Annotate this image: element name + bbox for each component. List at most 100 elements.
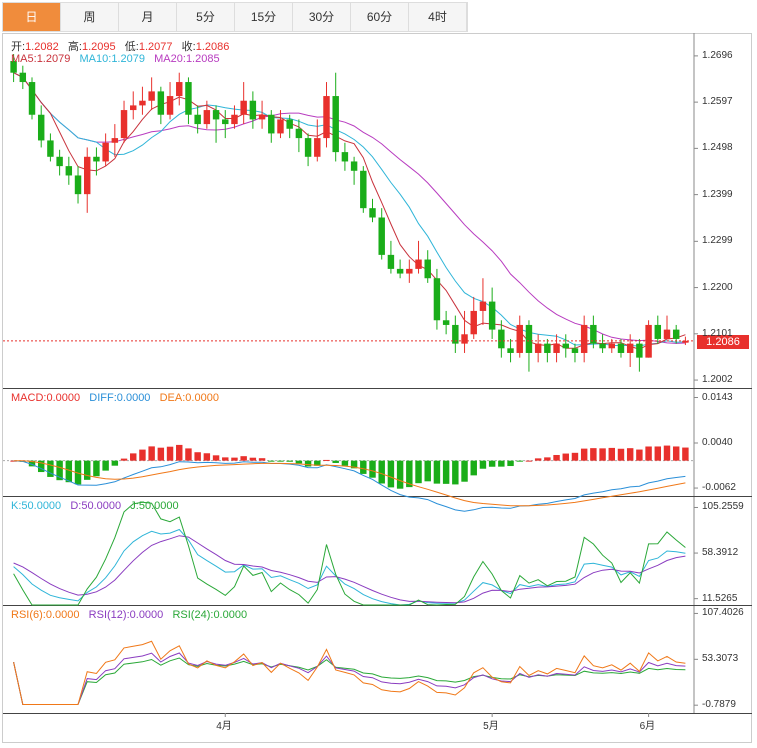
candle-body [157, 91, 165, 115]
candle-body [185, 82, 192, 115]
d-line [13, 535, 686, 604]
tab-6[interactable]: 60分 [351, 3, 409, 31]
candle-body [452, 324, 459, 344]
macd-bar [323, 459, 330, 461]
candle-body [19, 72, 27, 83]
candle-body [415, 259, 422, 269]
ma20-value: 1.2085 [185, 53, 220, 65]
candle-body [590, 324, 597, 344]
tab-3[interactable]: 5分 [177, 3, 235, 31]
macd-bar [194, 452, 201, 461]
ma10-line [13, 72, 686, 347]
x-tick-label: 5月 [483, 721, 499, 732]
candle-body [130, 105, 137, 111]
macd-bar [268, 460, 275, 462]
j-label: J: [130, 500, 139, 512]
tab-7[interactable]: 4时 [409, 3, 467, 31]
high-value: 1.2095 [81, 41, 116, 53]
ma5-value: 1.2079 [36, 53, 71, 65]
low-value: 1.2077 [138, 41, 173, 53]
candle-body [323, 96, 330, 139]
y-tick-label: 105.2559 [702, 501, 744, 513]
macd-bar [378, 460, 385, 484]
macd-bar [295, 460, 303, 464]
macd-bar [571, 452, 579, 461]
open-value: 1.2082 [25, 41, 59, 53]
close-label: 收: [181, 41, 196, 53]
y-tick-label: -0.7879 [702, 699, 736, 711]
ma10-value: 1.2079 [111, 53, 145, 65]
ma20-label: MA20: [154, 53, 186, 65]
macd-bar [176, 444, 183, 461]
macd-bar [47, 460, 54, 477]
open-label: 开: [11, 41, 26, 53]
macd-bar [599, 448, 606, 461]
candle-body [369, 208, 376, 218]
candle-body [516, 324, 523, 353]
macd-bar [580, 448, 588, 461]
macd-bar [387, 460, 395, 488]
candle-body [37, 114, 45, 141]
tab-5[interactable]: 30分 [293, 3, 351, 31]
y-tick-label: 1.2002 [702, 374, 733, 386]
macd-bar [350, 460, 358, 469]
y-tick-label: 58.3912 [702, 547, 739, 559]
candle-body [571, 348, 579, 353]
candle-body [10, 61, 17, 73]
candle-body [139, 100, 146, 106]
macd-bar [28, 460, 36, 467]
rsi12-value: 0.0000 [129, 609, 164, 621]
candle-body [47, 140, 54, 157]
macd-value: 0.0000 [46, 392, 81, 404]
macd-bar [396, 460, 404, 489]
macd-bar [507, 460, 514, 467]
macd-bar [249, 457, 257, 461]
candle-body [304, 138, 312, 157]
macd-bar [626, 448, 634, 461]
diff-line [13, 460, 686, 512]
low-label: 低: [124, 41, 139, 53]
candle-body [176, 82, 183, 97]
candle-body [654, 324, 662, 339]
tab-2[interactable]: 月 [119, 3, 177, 31]
tab-0[interactable]: 日 [3, 3, 61, 31]
candle-body [663, 329, 671, 339]
macd-bar [166, 446, 174, 461]
candle-body [378, 217, 385, 255]
candle-body [608, 343, 615, 349]
candle-body [525, 324, 533, 353]
y-tick-label: 1.2101 [702, 327, 733, 339]
candle-body [332, 96, 339, 153]
rsi6-line [13, 640, 686, 705]
candle-body [580, 324, 588, 353]
macd-bar [525, 460, 533, 462]
macd-bar [277, 460, 284, 462]
k-value: 50.0000 [21, 500, 62, 512]
macd-bar [74, 460, 82, 485]
candle-body [277, 119, 284, 134]
k-line [13, 528, 686, 606]
candle-body [562, 343, 569, 349]
macd-bar [415, 460, 422, 484]
macd-bar [130, 453, 137, 461]
candle-body [682, 340, 689, 343]
candle-body [74, 175, 82, 195]
candle-body [424, 259, 431, 279]
tab-1[interactable]: 周 [61, 3, 119, 31]
y-tick-label: 1.2399 [702, 188, 733, 200]
macd-bar [222, 457, 229, 461]
candle-body [672, 329, 680, 339]
x-tick-label: 6月 [639, 721, 656, 732]
diff-label: DIFF: [89, 392, 117, 404]
current-price-tag: 1.2086 [697, 335, 749, 349]
candle-body [203, 110, 211, 125]
candle-body [360, 170, 367, 209]
rsi6-label: RSI(6): [11, 609, 46, 621]
candle-body [636, 343, 643, 358]
macd-bar [139, 449, 146, 461]
tab-4[interactable]: 15分 [235, 3, 293, 31]
candle-body [84, 156, 91, 195]
rsi24-line [13, 657, 686, 705]
macd-bar [56, 460, 63, 481]
